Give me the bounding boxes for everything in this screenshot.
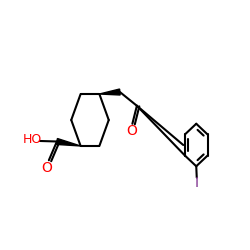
Text: O: O	[126, 124, 137, 138]
Text: HO: HO	[23, 134, 42, 146]
Text: O: O	[42, 161, 52, 175]
Polygon shape	[99, 89, 120, 95]
Polygon shape	[56, 138, 80, 146]
Text: I: I	[195, 176, 199, 190]
